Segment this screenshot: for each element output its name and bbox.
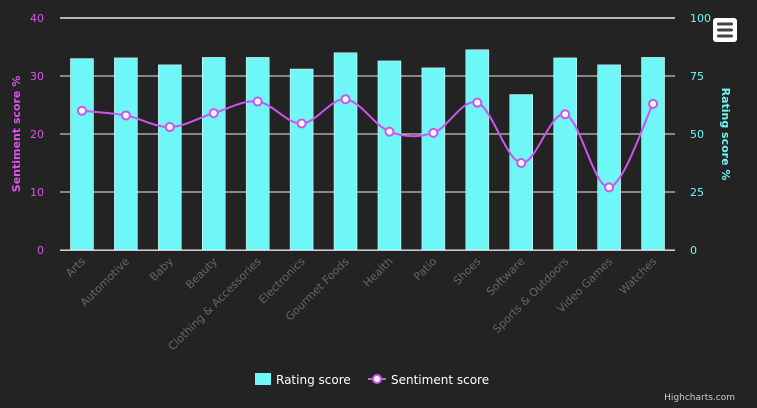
y-axis-left: 0 10 20 30 40 Sentiment score % (10, 12, 44, 257)
x-tick-label: Arts (63, 255, 88, 280)
x-tick-label: Software (484, 255, 528, 299)
bar[interactable] (289, 68, 314, 251)
menu-icon-bar (717, 34, 733, 38)
bar-series-rating-score (70, 49, 665, 251)
bar[interactable] (377, 60, 402, 251)
bar[interactable] (70, 58, 94, 251)
line-point[interactable] (340, 94, 351, 105)
bar[interactable] (597, 64, 621, 251)
grid-lines (60, 17, 675, 251)
bar[interactable] (158, 64, 182, 251)
x-tick-label: Beauty (183, 255, 220, 292)
line-series-sentiment-score (76, 94, 659, 193)
line-point[interactable] (384, 126, 395, 137)
bar[interactable] (333, 52, 358, 251)
bar[interactable] (641, 57, 665, 251)
line-point[interactable] (76, 105, 87, 116)
legend-symbol-bar (255, 373, 271, 385)
line-point[interactable] (120, 110, 131, 121)
line-point[interactable] (252, 96, 263, 107)
line-point[interactable] (472, 97, 483, 108)
x-tick-label: Health (361, 255, 396, 290)
y-right-tick-label: 75 (690, 70, 704, 83)
bar[interactable] (245, 57, 270, 251)
legend: Rating score Sentiment score (255, 373, 489, 387)
x-tick-label: Sports & Outdoors (490, 255, 571, 336)
bar[interactable] (202, 57, 226, 251)
y-axis-right: 0 25 50 75 100 Rating score % (690, 12, 732, 257)
line-point[interactable] (516, 158, 527, 168)
legend-label: Rating score (276, 373, 351, 387)
y-right-tick-label: 25 (690, 186, 704, 199)
legend-item-sentiment-score[interactable]: Sentiment score (368, 373, 489, 387)
bar[interactable] (465, 49, 490, 251)
line-point[interactable] (560, 109, 571, 120)
legend-label: Sentiment score (391, 373, 489, 387)
menu-icon-bar (717, 22, 733, 26)
bar[interactable] (553, 57, 577, 251)
legend-symbol-marker (372, 374, 382, 384)
x-tick-label: Clothing & Accessories (166, 255, 264, 353)
y-right-tick-label: 0 (690, 244, 697, 257)
x-tick-label: Baby (147, 255, 176, 284)
y-left-tick-label: 10 (30, 186, 44, 199)
y-right-tick-label: 50 (690, 128, 704, 141)
bar[interactable] (509, 94, 533, 251)
y-left-tick-label: 20 (30, 128, 44, 141)
hamburger-menu-icon[interactable] (713, 18, 737, 42)
line-point[interactable] (208, 108, 219, 119)
y-right-axis-title: Rating score % (719, 88, 732, 181)
x-tick-label: Patio (411, 255, 439, 283)
bar[interactable] (114, 57, 138, 251)
bar[interactable] (421, 67, 446, 251)
y-left-tick-label: 0 (37, 244, 44, 257)
line-point[interactable] (604, 182, 615, 193)
x-tick-label: Watches (617, 255, 659, 297)
menu-icon-bar (717, 28, 733, 32)
y-left-tick-label: 40 (30, 12, 44, 25)
line-point[interactable] (296, 118, 307, 129)
line-point[interactable] (164, 122, 175, 133)
y-right-tick-label: 100 (690, 12, 711, 25)
line-point[interactable] (428, 127, 439, 138)
credits-link[interactable]: Highcharts.com (664, 393, 735, 403)
y-left-axis-title: Sentiment score % (10, 76, 23, 192)
y-left-tick-label: 30 (30, 70, 44, 83)
x-tick-label: Shoes (451, 255, 484, 288)
line-point[interactable] (648, 98, 659, 109)
legend-item-rating-score[interactable]: Rating score (255, 373, 351, 387)
